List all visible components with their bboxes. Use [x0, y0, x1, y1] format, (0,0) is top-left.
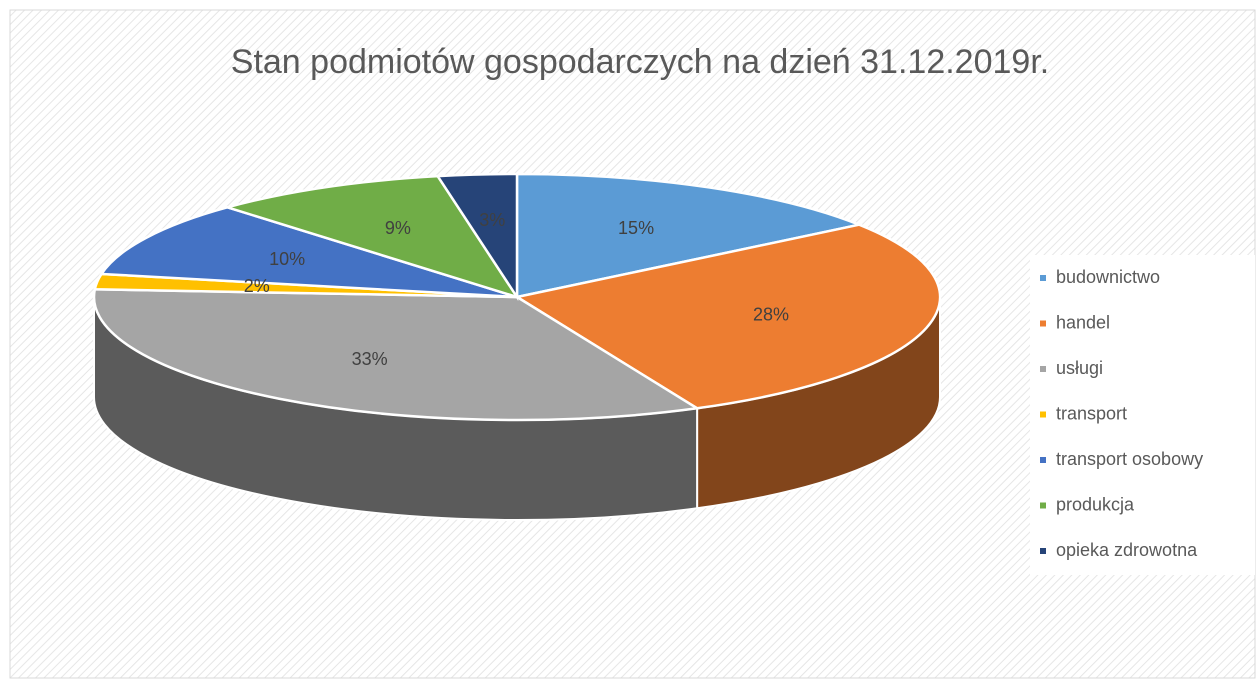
- legend-swatch: [1040, 548, 1046, 554]
- legend-swatch: [1040, 411, 1046, 418]
- legend-label: opieka zdrowotna: [1056, 540, 1198, 560]
- data-label: 33%: [352, 349, 388, 369]
- legend-swatch: [1040, 502, 1046, 509]
- legend-label: usługi: [1056, 358, 1103, 378]
- slice: [92, 288, 701, 422]
- slice: [515, 172, 864, 299]
- slice: [435, 172, 519, 302]
- data-label: 2%: [244, 276, 270, 296]
- legend-label: produkcja: [1056, 494, 1135, 514]
- slice: [222, 174, 520, 300]
- legend-swatch: [1040, 366, 1046, 372]
- data-label: 3%: [479, 210, 505, 230]
- legend-label: transport: [1056, 403, 1127, 423]
- legend-label: transport osobowy: [1056, 449, 1203, 469]
- slice: [513, 223, 942, 410]
- legend-swatch: [1040, 320, 1046, 327]
- data-label: 15%: [618, 218, 654, 238]
- legend-label: budownictwo: [1056, 267, 1160, 287]
- legend-label: handel: [1056, 312, 1110, 332]
- data-label: 9%: [385, 218, 411, 238]
- data-label: 10%: [269, 249, 305, 269]
- legend-swatch: [1040, 457, 1046, 463]
- legend-background: [1030, 255, 1255, 575]
- legend-swatch: [1040, 275, 1046, 281]
- chart-title: Stan podmiotów gospodarczych na dzień 31…: [231, 43, 1049, 81]
- slice: [99, 206, 518, 299]
- data-label: 28%: [753, 305, 789, 325]
